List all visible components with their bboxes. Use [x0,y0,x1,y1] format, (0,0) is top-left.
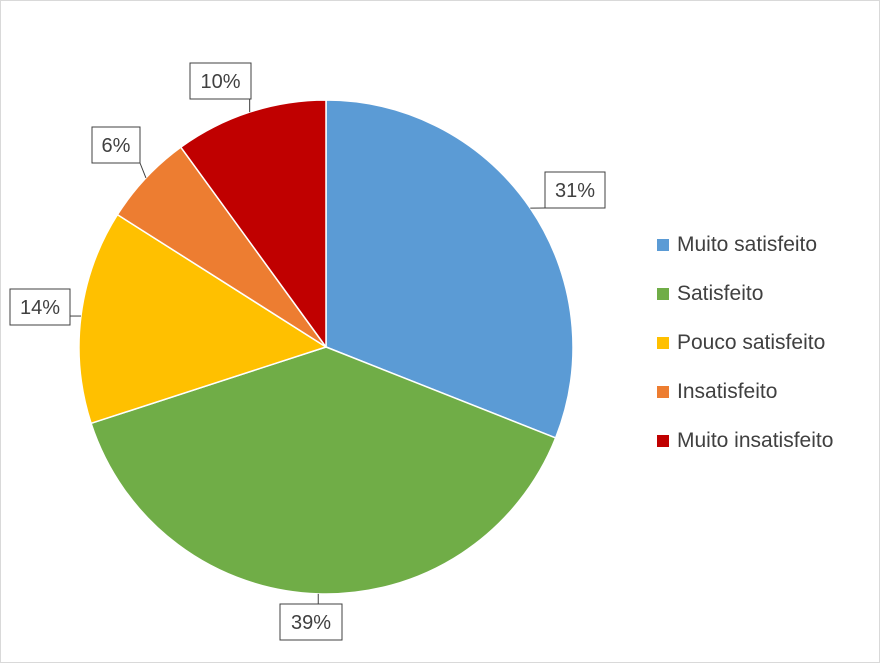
data-label-muito-insatisfeito: 10% [200,71,240,93]
legend-swatch [657,435,669,447]
legend-item-pouco-satisfeito: Pouco satisfeito [657,331,833,355]
data-label-satisfeito: 39% [291,612,331,634]
legend: Muito satisfeito Satisfeito Pouco satisf… [657,233,833,478]
legend-label: Muito satisfeito [677,233,817,257]
legend-item-muito-satisfeito: Muito satisfeito [657,233,833,257]
legend-label: Muito insatisfeito [677,429,833,453]
data-label-insatisfeito: 6% [102,135,131,157]
legend-item-muito-insatisfeito: Muito insatisfeito [657,429,833,453]
legend-item-insatisfeito: Insatisfeito [657,380,833,404]
leader-line-insatisfeito [140,163,146,178]
legend-item-satisfeito: Satisfeito [657,282,833,306]
legend-swatch [657,386,669,398]
data-label-muito-satisfeito: 31% [555,180,595,202]
legend-label: Insatisfeito [677,380,777,404]
data-label-pouco-satisfeito: 14% [20,297,60,319]
legend-label: Satisfeito [677,282,763,306]
legend-swatch [657,337,669,349]
legend-label: Pouco satisfeito [677,331,825,355]
legend-swatch [657,239,669,251]
legend-swatch [657,288,669,300]
